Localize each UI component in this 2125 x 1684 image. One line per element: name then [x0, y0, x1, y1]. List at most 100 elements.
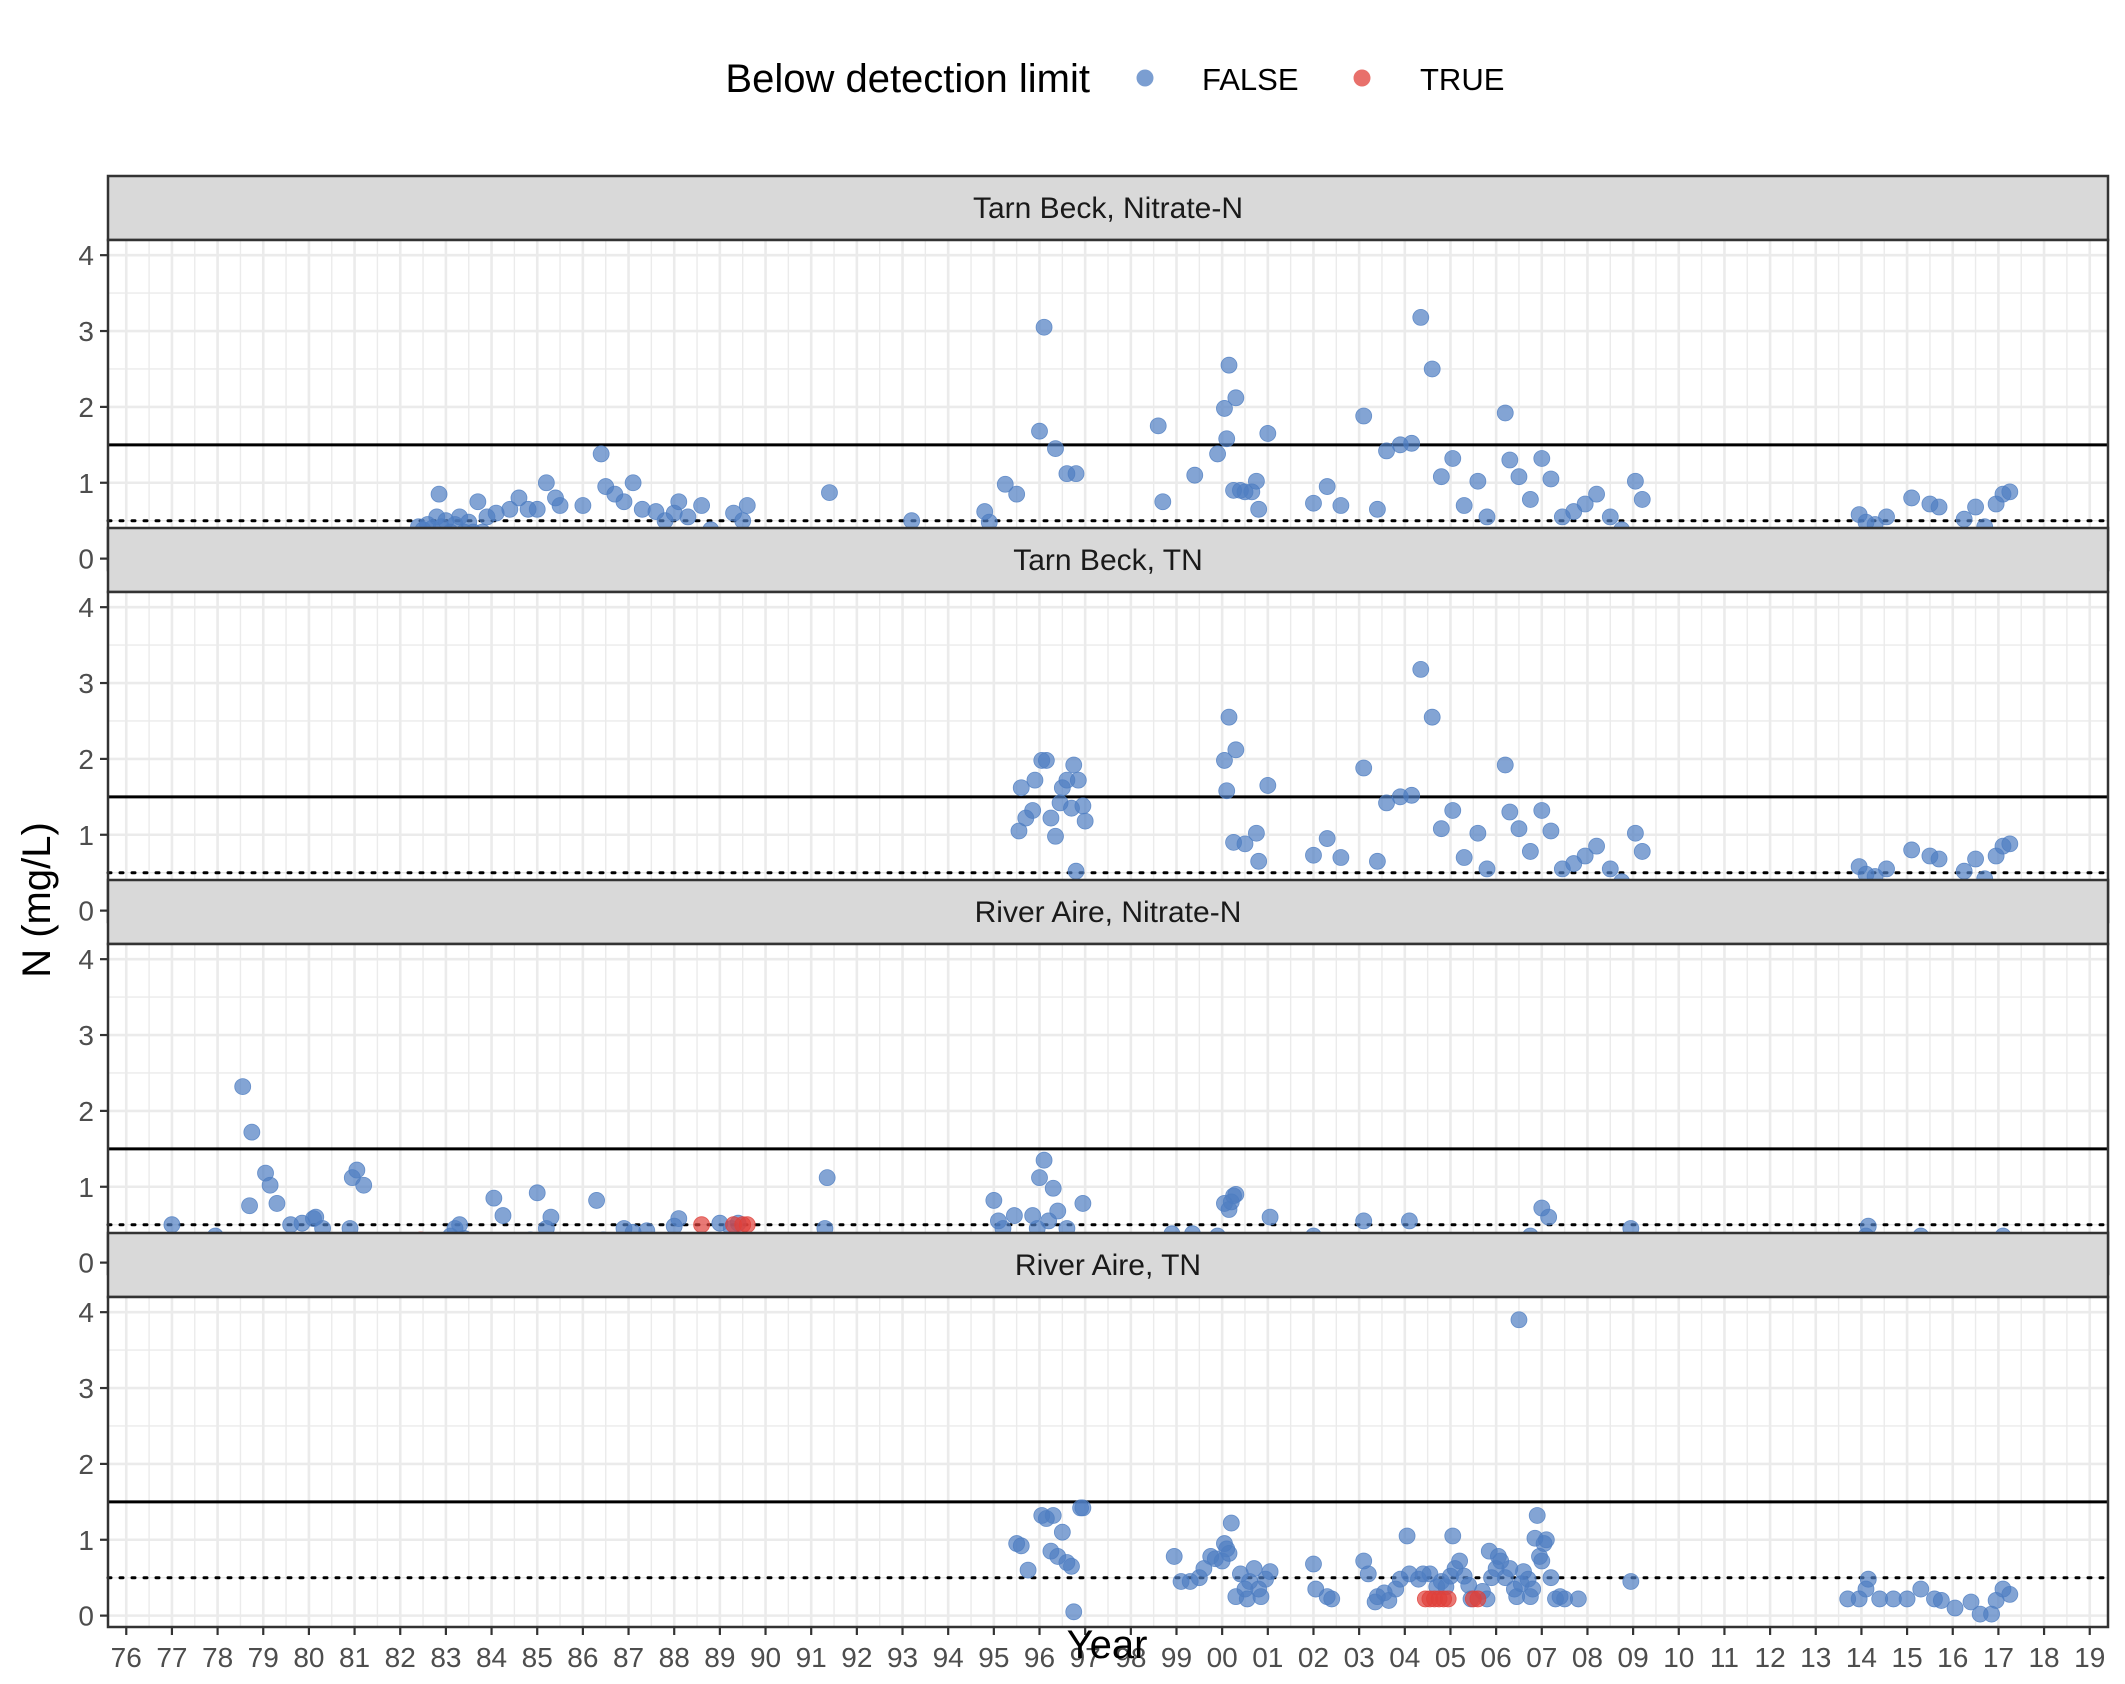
data-point-false	[821, 484, 838, 502]
data-point-false	[1012, 1537, 1030, 1555]
y-tick-label: 4	[78, 1297, 94, 1328]
data-point-false	[501, 500, 519, 518]
panel-strip	[106, 1231, 2110, 1299]
data-point-false	[1053, 1523, 1071, 1541]
data-point-false	[1622, 1573, 1640, 1590]
data-point-false	[1537, 1531, 1555, 1549]
y-tick-label: 4	[78, 240, 94, 271]
grid	[108, 592, 2108, 922]
data-point-false	[1633, 491, 1651, 508]
data-point-false	[1451, 1552, 1468, 1570]
data-point-true	[693, 1216, 711, 1234]
data-point-false	[261, 1176, 279, 1194]
data-point-true	[1469, 1590, 1487, 1608]
x-tick-label: 88	[659, 1642, 690, 1673]
data-point-false	[1063, 1557, 1080, 1575]
x-tick-label: 09	[1618, 1642, 1649, 1673]
x-tick-label: 77	[156, 1642, 187, 1673]
data-point-false	[1930, 498, 1948, 516]
data-point-false	[1510, 468, 1528, 486]
y-tick-label: 3	[78, 668, 94, 699]
x-tick-label: 07	[1526, 1642, 1557, 1673]
data-point-false	[1912, 1580, 1930, 1598]
data-point-false	[163, 1216, 181, 1234]
data-point-false	[1859, 1570, 1877, 1588]
data-point-false	[1626, 824, 1644, 842]
data-point-false	[1569, 1590, 1587, 1608]
legend-false-label: FALSE	[1202, 62, 1299, 97]
data-point-false	[1455, 497, 1473, 514]
data-point-false	[1542, 1569, 1560, 1587]
data-point-false	[1423, 360, 1441, 378]
data-point-false	[1946, 1599, 1964, 1617]
data-point-false	[542, 1208, 560, 1226]
data-point-false	[693, 497, 711, 514]
data-point-false	[1261, 1563, 1279, 1581]
data-point-false	[1227, 741, 1245, 759]
data-point-false	[670, 1210, 688, 1228]
data-point-false	[494, 1207, 512, 1224]
data-point-false	[1369, 852, 1386, 870]
x-tick-label: 02	[1298, 1642, 1329, 1673]
data-point-false	[1501, 1560, 1519, 1577]
y-tick-label: 1	[78, 820, 94, 851]
data-point-false	[1576, 495, 1594, 513]
panel-river-aire-nitrate: River Aire, Nitrate-N 0 1 2 3 4	[78, 878, 2110, 1279]
data-point-false	[1037, 752, 1055, 769]
x-tick-label: 92	[841, 1642, 872, 1673]
data-point-false	[1220, 1545, 1238, 1562]
data-point-false	[1903, 841, 1921, 859]
data-point-false	[1318, 478, 1336, 495]
data-point-false	[1250, 852, 1268, 870]
x-tick-label: 95	[978, 1642, 1009, 1673]
y-tick-label: 0	[78, 1248, 94, 1279]
data-point-false	[1930, 850, 1948, 868]
data-point-false	[1047, 440, 1064, 458]
data-point-false	[1074, 1195, 1092, 1212]
data-point-false	[615, 493, 633, 511]
y-tick-label: 2	[78, 392, 94, 423]
data-point-true	[1439, 1590, 1457, 1608]
data-point-false	[1501, 803, 1519, 821]
data-point-false	[1076, 812, 1094, 830]
x-tick-label: 81	[339, 1642, 370, 1673]
legend-true-label: TRUE	[1420, 62, 1504, 97]
data-point-false	[1542, 470, 1560, 488]
data-point-false	[1220, 356, 1238, 374]
x-tick-label: 14	[1846, 1642, 1877, 1673]
data-point-false	[1035, 1151, 1053, 1169]
x-axis: 76 77 78 79 80 81 82 83 84 85 86 87 88 89 90 91 92 93 94 95…	[111, 1627, 2105, 1673]
data-point-false	[1369, 500, 1386, 518]
panel-tarn-beck-nitrate: Tarn Beck, Nitrate-N 0 1 2 3 4	[78, 174, 2110, 575]
data-points	[1010, 660, 2019, 897]
data-point-false	[1878, 860, 1895, 878]
x-tick-label: 90	[750, 1642, 781, 1673]
data-point-false	[528, 1184, 546, 1202]
data-point-false	[1528, 1507, 1546, 1524]
data-point-false	[1248, 472, 1265, 490]
x-tick-label: 13	[1800, 1642, 1831, 1673]
x-tick-label: 87	[613, 1642, 644, 1673]
data-point-false	[430, 485, 448, 503]
data-point-false	[903, 512, 921, 530]
data-point-false	[1154, 493, 1172, 511]
y-axis-title: N (mg/L)	[15, 822, 59, 978]
data-point-false	[1216, 400, 1233, 417]
data-point-false	[1455, 849, 1473, 866]
data-point-false	[2001, 483, 2019, 501]
data-point-false	[1074, 1499, 1092, 1517]
x-tick-label: 98	[1115, 1642, 1146, 1673]
data-point-false	[1444, 802, 1462, 819]
data-point-false	[1444, 1527, 1462, 1545]
data-point-false	[1035, 318, 1053, 336]
x-tick-label: 94	[933, 1642, 964, 1673]
x-tick-label: 85	[522, 1642, 553, 1673]
x-tick-label: 17	[1983, 1642, 2014, 1673]
data-point-false	[1398, 1527, 1416, 1545]
data-point-false	[996, 475, 1014, 493]
data-point-false	[1259, 425, 1277, 442]
data-point-false	[574, 497, 592, 514]
data-point-false	[1432, 468, 1450, 486]
y-tick-label: 2	[78, 1449, 94, 1480]
